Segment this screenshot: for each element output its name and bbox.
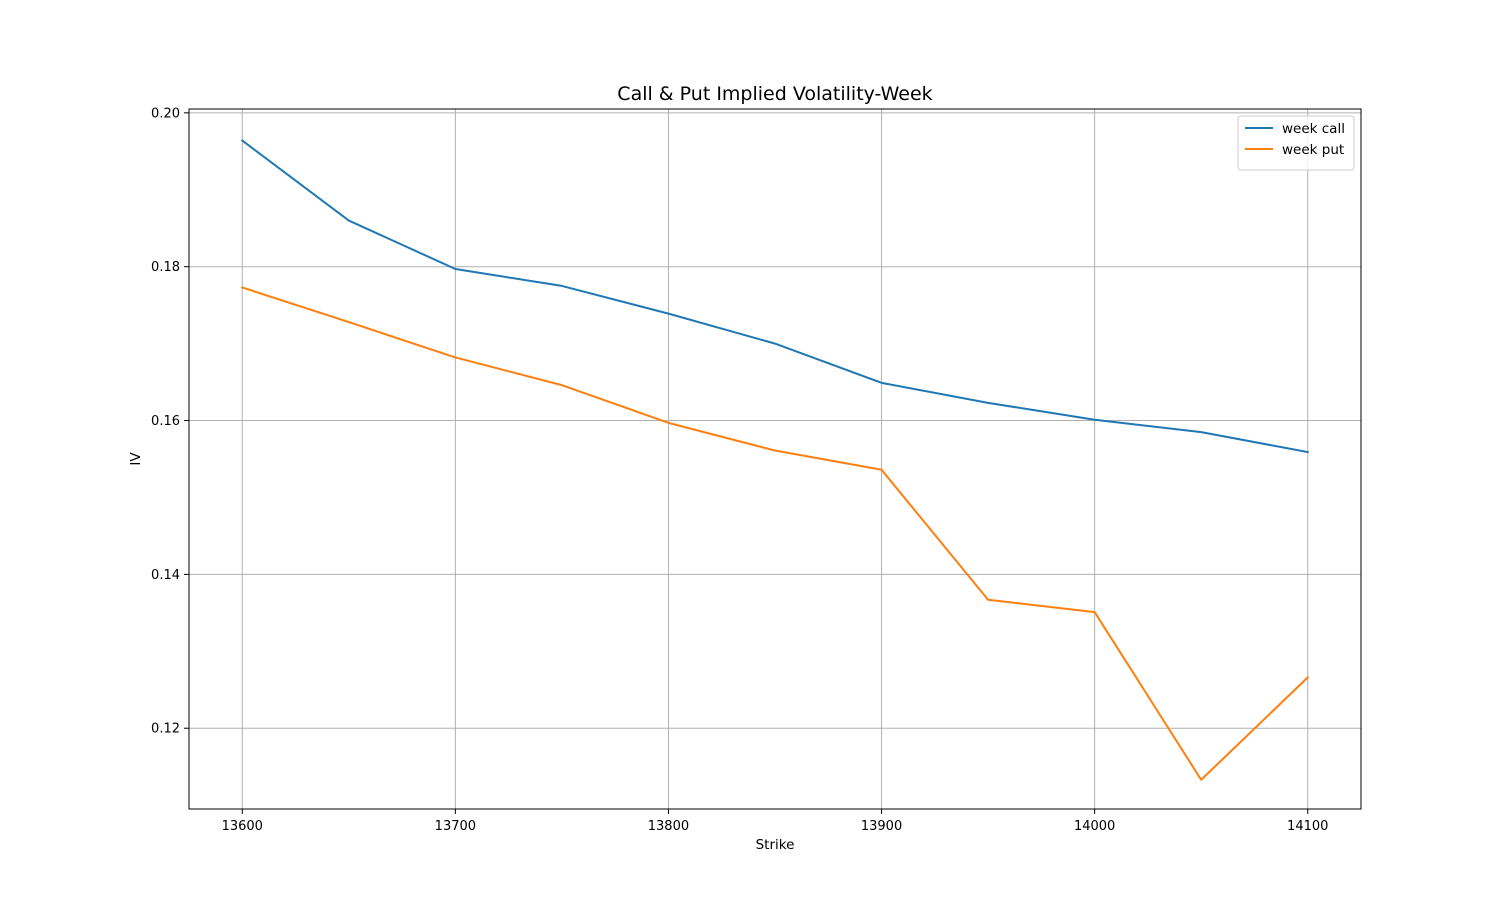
x-tick-label: 13700 bbox=[435, 819, 476, 834]
x-tick-label: 13800 bbox=[648, 819, 689, 834]
axis-ticks: 13600 13700 13800 13900 14000 14100 0.12 0.14 0.… bbox=[151, 106, 1328, 834]
legend-box bbox=[1237, 115, 1355, 171]
legend: week call week put bbox=[1237, 115, 1355, 171]
x-axis-label: Strike bbox=[756, 837, 795, 853]
y-axis-label: IV bbox=[128, 452, 144, 466]
series-lines bbox=[240, 139, 1310, 781]
x-tick-label: 13600 bbox=[222, 819, 263, 834]
legend-label-week-call: week call bbox=[1282, 121, 1345, 137]
y-tick-label: 0.16 bbox=[151, 414, 180, 429]
x-tick-label: 13900 bbox=[861, 819, 902, 834]
x-tick-label: 14000 bbox=[1074, 819, 1115, 834]
y-tick-label: 0.18 bbox=[151, 260, 180, 275]
y-tick-label: 0.14 bbox=[151, 568, 180, 583]
plot-area-frame bbox=[188, 108, 1362, 810]
y-tick-label: 0.12 bbox=[151, 722, 180, 737]
y-tick-label: 0.20 bbox=[151, 106, 180, 121]
x-tick-label: 14100 bbox=[1287, 819, 1328, 834]
series-line-week-put bbox=[241, 286, 1310, 781]
legend-label-week-put: week put bbox=[1282, 142, 1344, 158]
grid bbox=[189, 109, 1361, 809]
chart-title: Call & Put Implied Volatility-Week bbox=[617, 83, 932, 105]
series-line-week-call bbox=[240, 139, 1309, 454]
